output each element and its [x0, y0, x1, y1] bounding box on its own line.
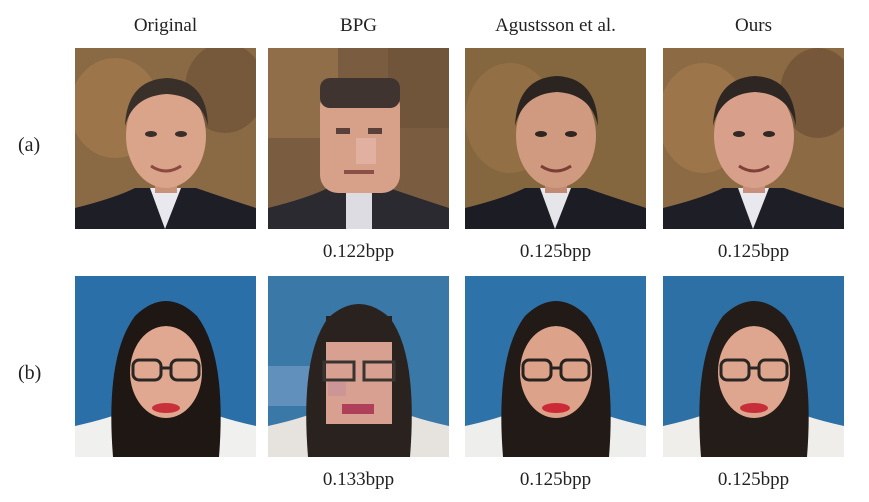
image-a-ours [663, 48, 844, 229]
column-header-agustsson: Agustsson et al. [495, 15, 616, 36]
image-a-bpg [268, 48, 449, 229]
bpp-b-agustsson: 0.125bpp [519, 469, 592, 490]
image-b-ours [663, 276, 844, 457]
bpp-a-agustsson: 0.125bpp [519, 241, 592, 262]
image-a-agustsson [465, 48, 646, 229]
bpp-a-bpg: 0.122bpp [322, 241, 395, 262]
image-b-agustsson [465, 276, 646, 457]
image-b-bpg [268, 276, 449, 457]
row-label-b: (b) [18, 362, 42, 384]
column-header-bpg: BPG [340, 15, 377, 36]
row-label-a: (a) [18, 134, 41, 156]
bpp-b-ours: 0.125bpp [717, 469, 790, 490]
image-b-original [75, 276, 256, 457]
bpp-b-bpg: 0.133bpp [322, 469, 395, 490]
bpp-a-ours: 0.125bpp [717, 241, 790, 262]
column-header-original: Original [133, 15, 198, 36]
image-a-original [75, 48, 256, 229]
column-header-ours: Ours [735, 15, 772, 36]
